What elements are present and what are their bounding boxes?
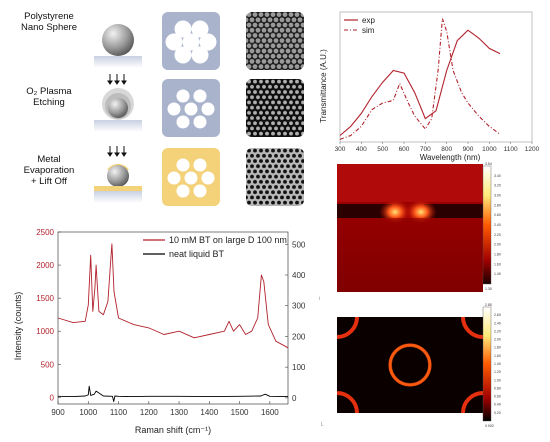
transmittance-xtick-label: 1100: [504, 146, 518, 153]
transmittance-xtick-label: 400: [356, 146, 367, 153]
metal-top-view: [162, 148, 220, 206]
field-map-cross-section: 3.54 3.40 3.20 3.00 2.80 2.60 2.40 2.20 2.00 1.8…: [317, 162, 501, 300]
plasma-arrows-icon: [107, 74, 127, 85]
colormap-bottom-tick: 0.80: [494, 386, 501, 390]
colormap-top-tick: 1.60: [494, 262, 501, 266]
colormap-bottom-tick: 2.60: [494, 313, 501, 317]
etched-top-view: [162, 79, 220, 137]
raman-ytick-right-label: 500: [292, 240, 306, 249]
raman-ytick-label: 1500: [36, 294, 54, 303]
colormap-bottom-tick: 2.40: [494, 321, 501, 325]
transmittance-xtick-label: 500: [377, 146, 388, 153]
sem-etched-image: [246, 79, 304, 137]
raman-xtick-label: 1300: [170, 408, 188, 417]
raman-ytick-right-label: 200: [292, 332, 306, 341]
colormap-bottom-min: 0.002: [485, 424, 494, 428]
raman-ytick-label: 500: [41, 360, 55, 369]
colormap-top-tick: 3.40: [494, 174, 501, 178]
colormap-top-tick: 3.20: [494, 184, 501, 188]
raman-xtick-label: 1400: [200, 408, 218, 417]
sphere-side-view: [94, 24, 142, 68]
colormap-top-tick: 2.80: [494, 203, 501, 207]
raman-ylabel: Intensity (counts): [13, 292, 23, 361]
colormap-top-tick: 1.40: [494, 272, 501, 276]
colormap-top-max: 3.54: [485, 162, 492, 166]
raman-ytick-label: 0: [50, 393, 55, 402]
sem-metal-image: [246, 148, 304, 206]
legend-neat-label: neat liquid BT: [169, 249, 225, 259]
colormap-top-min: 1.30: [485, 287, 492, 291]
raman-ytick-right-label: 300: [292, 302, 306, 311]
raman-ytick-right-label: 0: [292, 394, 297, 403]
transmittance-xtick-label: 300: [335, 146, 346, 153]
raman-series-1: [57, 385, 289, 402]
colormap-bottom-tick: 1.00: [494, 378, 501, 382]
raman-chart: Intensity (counts) Raman shift (cm⁻¹) 90…: [13, 228, 306, 435]
transmittance-xtick-label: 600: [399, 146, 410, 153]
raman-ytick-label: 1000: [36, 327, 54, 336]
colormap-top-tick: 2.00: [494, 243, 501, 247]
evaporation-arrows-icon: [107, 146, 127, 157]
raman-xtick-label: 1100: [110, 408, 128, 417]
etching-side-view: [94, 74, 142, 132]
colormap-bottom-tick: 1.80: [494, 346, 501, 350]
transmittance-xlabel: Wavelength (nm): [420, 153, 481, 162]
transmittance-xtick-label: 1000: [482, 146, 497, 153]
raman-xlabel: Raman shift (cm⁻¹): [135, 425, 211, 435]
raman-xtick-label: 900: [51, 408, 65, 417]
colormap-bottom-tick: 0.20: [494, 411, 501, 415]
colormap-top-tick: 1.80: [494, 253, 501, 257]
colormap-bottom-tick: 2.20: [494, 329, 501, 333]
legend-exp-label: exp: [362, 16, 375, 25]
legend-sim-label: sim: [362, 26, 375, 35]
sphere-top-view: [162, 12, 220, 70]
transmittance-xtick-label: 700: [420, 146, 431, 153]
colormap-top-tick: 2.20: [494, 233, 501, 237]
colormap-bottom-max: 2.85: [485, 303, 492, 307]
colormap-top-tick: 2.40: [494, 223, 501, 227]
raman-xtick-label: 1600: [261, 408, 279, 417]
transmittance-series-exp: [339, 29, 501, 136]
colormap-top-tick: 3.00: [494, 194, 501, 198]
transmittance-legend: exp sim: [344, 16, 375, 35]
colormap-top-tick: 2.60: [494, 213, 501, 217]
raman-ytick-label: 2500: [36, 228, 54, 237]
transmittance-xtick-label: 900: [463, 146, 474, 153]
colormap-bottom-tick: 0.60: [494, 395, 501, 399]
axis-marker-top: └: [317, 296, 322, 300]
step-label-evaporation: Metal Evaporation + Lift Off: [23, 154, 75, 187]
colormap-bottom-tick: 1.60: [494, 354, 501, 358]
raman-series-0: [57, 243, 289, 349]
colormap-bottom-tick: 0.40: [494, 403, 501, 407]
transmittance-plot-frame: [339, 11, 533, 143]
colormap-bottom-tick: 2.00: [494, 338, 501, 342]
colormap-bottom-tick: 1.40: [494, 362, 501, 366]
colormap-bottom-tick: 1.20: [494, 370, 501, 374]
field-map-top-view: 2.85 2.60 2.40 2.20 2.00 1.80 1.60 1.40 1.20 1.0…: [313, 303, 541, 431]
raman-xtick-label: 1500: [231, 408, 249, 417]
sem-spheres-image: [246, 12, 304, 70]
evaporation-side-view: [94, 146, 142, 203]
raman-ytick-right-label: 400: [292, 271, 306, 280]
raman-xtick-label: 1200: [140, 408, 158, 417]
raman-ytick-label: 2000: [36, 261, 54, 270]
transmittance-chart: Transmittance (A.U.) Wavelength (nm) 300…: [319, 11, 540, 162]
raman-xtick-label: 1000: [79, 408, 97, 417]
legend-bt-label: 10 mM BT on large D 100 nm: [169, 235, 287, 245]
axis-marker-bottom: └: [319, 421, 324, 429]
transmittance-xtick-label: 800: [441, 146, 452, 153]
raman-ytick-right-label: 100: [292, 363, 306, 372]
transmittance-xtick-label: 1200: [525, 146, 540, 153]
transmittance-series-sim: [339, 18, 501, 140]
raman-legend: 10 mM BT on large D 100 nm neat liquid B…: [143, 235, 287, 259]
step-label-etching: O₂ Plasma Etching: [26, 86, 72, 108]
transmittance-ylabel: Transmittance (A.U.): [319, 49, 328, 123]
step-label-sphere: Polystyrene Nano Sphere: [21, 11, 77, 33]
